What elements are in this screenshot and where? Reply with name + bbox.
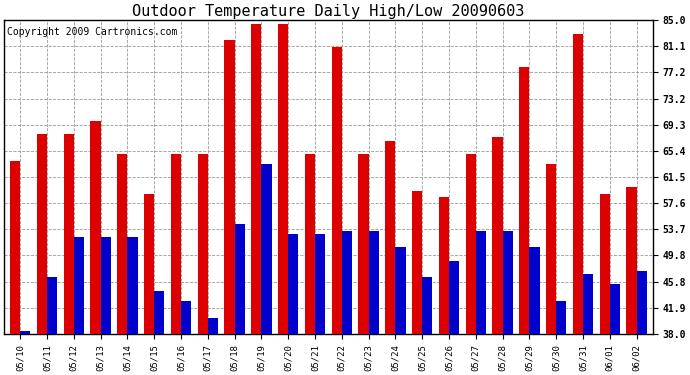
Bar xyxy=(171,154,181,334)
Bar xyxy=(502,231,513,334)
Bar xyxy=(422,278,433,334)
Bar xyxy=(251,24,262,334)
Bar xyxy=(117,154,128,334)
Bar xyxy=(235,224,245,334)
Bar xyxy=(101,237,111,334)
Bar xyxy=(439,197,449,334)
Bar xyxy=(395,248,406,334)
Bar xyxy=(519,67,529,334)
Bar xyxy=(315,234,325,334)
Bar xyxy=(600,194,610,334)
Bar xyxy=(556,301,566,334)
Bar xyxy=(368,231,379,334)
Bar xyxy=(466,154,476,334)
Bar xyxy=(288,234,298,334)
Text: Copyright 2009 Cartronics.com: Copyright 2009 Cartronics.com xyxy=(8,27,178,37)
Bar xyxy=(224,40,235,334)
Bar xyxy=(262,164,272,334)
Bar xyxy=(278,24,288,334)
Bar xyxy=(20,331,30,334)
Bar xyxy=(610,284,620,334)
Bar xyxy=(128,237,137,334)
Bar xyxy=(412,190,422,334)
Bar xyxy=(10,160,20,334)
Bar xyxy=(208,318,218,334)
Bar xyxy=(476,231,486,334)
Bar xyxy=(90,120,101,334)
Bar xyxy=(197,154,208,334)
Bar xyxy=(637,271,647,334)
Bar xyxy=(493,137,502,334)
Bar xyxy=(573,34,583,334)
Bar xyxy=(358,154,368,334)
Bar xyxy=(144,194,155,334)
Bar xyxy=(529,248,540,334)
Bar xyxy=(47,278,57,334)
Bar xyxy=(63,134,74,334)
Bar xyxy=(181,301,191,334)
Bar xyxy=(546,164,556,334)
Title: Outdoor Temperature Daily High/Low 20090603: Outdoor Temperature Daily High/Low 20090… xyxy=(132,4,524,19)
Bar xyxy=(332,47,342,334)
Bar xyxy=(583,274,593,334)
Bar xyxy=(74,237,84,334)
Bar xyxy=(627,187,637,334)
Bar xyxy=(155,291,164,334)
Bar xyxy=(449,261,459,334)
Bar xyxy=(385,141,395,334)
Bar xyxy=(305,154,315,334)
Bar xyxy=(342,231,352,334)
Bar xyxy=(37,134,47,334)
